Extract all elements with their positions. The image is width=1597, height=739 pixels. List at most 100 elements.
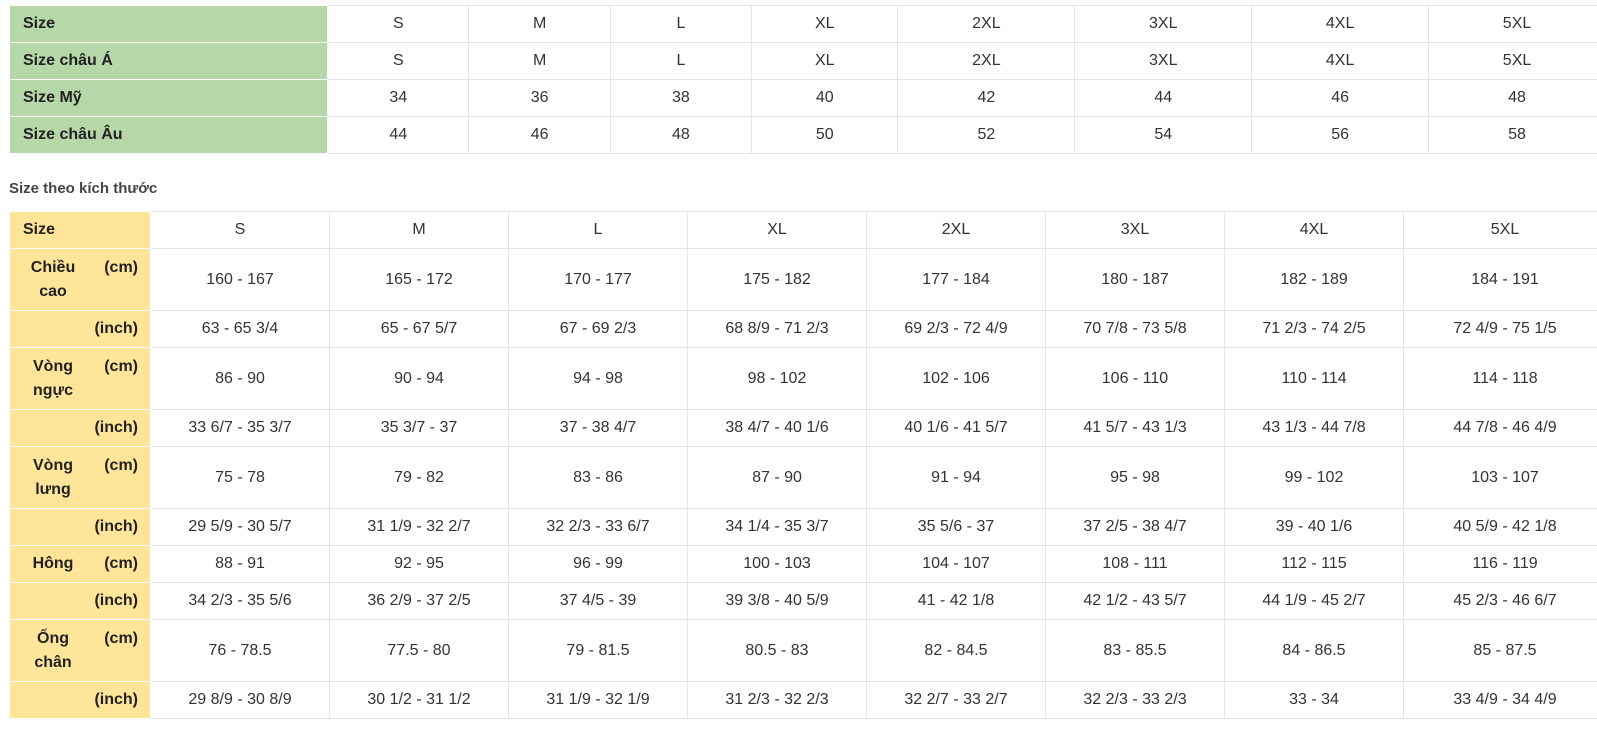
table-cell: S	[150, 211, 330, 249]
row-header: Hông (cm)	[9, 545, 151, 583]
table-cell: 37 4/5 - 39	[508, 582, 688, 620]
table-cell: 79 - 81.5	[508, 619, 688, 682]
row-header: Chiều cao (cm)	[9, 248, 151, 311]
table-cell: 44 7/8 - 46 4/9	[1403, 409, 1597, 447]
table-cell: 5XL	[1428, 42, 1597, 80]
table-cell: 38 4/7 - 40 1/6	[687, 409, 867, 447]
table-cell: 98 - 102	[687, 347, 867, 410]
table-cell: 4XL	[1251, 5, 1430, 43]
size-measurement-table: Size S M L XL 2XL 3XL 4XL 5XL Chiều cao (cm) 160 - …	[9, 211, 1597, 719]
table-cell: 40 1/6 - 41 5/7	[866, 409, 1046, 447]
table-cell: 39 3/8 - 40 5/9	[687, 582, 867, 620]
table-cell: 104 - 107	[866, 545, 1046, 583]
table-cell: S	[327, 5, 470, 43]
table-cell: 112 - 115	[1224, 545, 1404, 583]
row-header: Ống chân (cm)	[9, 619, 151, 682]
table-cell: 108 - 111	[1045, 545, 1225, 583]
table-cell: 48	[609, 116, 753, 154]
table-cell: 77.5 - 80	[329, 619, 509, 682]
table-cell: 95 - 98	[1045, 446, 1225, 509]
table-cell: 39 - 40 1/6	[1224, 508, 1404, 546]
table-cell: 41 5/7 - 43 1/3	[1045, 409, 1225, 447]
table-cell: 96 - 99	[508, 545, 688, 583]
table-cell: 34 1/4 - 35 3/7	[687, 508, 867, 546]
table-cell: 35 3/7 - 37	[329, 409, 509, 447]
table-cell: 46	[468, 116, 611, 154]
table-cell: 37 - 38 4/7	[508, 409, 688, 447]
table-cell: 33 - 34	[1224, 681, 1404, 719]
table-row: (inch) 29 8/9 - 30 8/9 30 1/2 - 31 1/2 31 1…	[9, 681, 1597, 719]
table-cell: 110 - 114	[1224, 347, 1404, 410]
table-cell: 30 1/2 - 31 1/2	[329, 681, 509, 719]
unit-label: (cm)	[104, 456, 138, 474]
unit-label: (inch)	[9, 508, 151, 546]
table-cell: 44	[327, 116, 470, 154]
table-cell: 4XL	[1224, 211, 1404, 249]
table-cell: 71 2/3 - 74 2/5	[1224, 310, 1404, 348]
table-cell: 54	[1074, 116, 1253, 154]
measurement-label: Ống chân	[34, 629, 72, 671]
table-cell: 40	[751, 79, 899, 117]
table-cell: 79 - 82	[329, 446, 509, 509]
table-cell: 33 6/7 - 35 3/7	[150, 409, 330, 447]
table-cell: L	[508, 211, 688, 249]
table-cell: M	[468, 5, 611, 43]
table-cell: L	[609, 5, 753, 43]
table-row: Chiều cao (cm) 160 - 167 165 - 172 170 - 177…	[9, 248, 1597, 311]
table-cell: 31 1/9 - 32 2/7	[329, 508, 509, 546]
table-cell: 70 7/8 - 73 5/8	[1045, 310, 1225, 348]
table-cell: 72 4/9 - 75 1/5	[1403, 310, 1597, 348]
table-cell: 180 - 187	[1045, 248, 1225, 311]
table-cell: 85 - 87.5	[1403, 619, 1597, 682]
table-cell: L	[609, 42, 753, 80]
table-cell: 83 - 85.5	[1045, 619, 1225, 682]
table-cell: 106 - 110	[1045, 347, 1225, 410]
table-row: Size châu Âu 44 46 48 50 52 54 56 58	[8, 116, 1597, 154]
table-cell: 52	[897, 116, 1076, 154]
table-cell: XL	[751, 42, 899, 80]
table-cell: 2XL	[897, 5, 1076, 43]
table-cell: 68 8/9 - 71 2/3	[687, 310, 867, 348]
table-cell: 102 - 106	[866, 347, 1046, 410]
table-row: (inch) 33 6/7 - 35 3/7 35 3/7 - 37 37 - 38 …	[9, 409, 1597, 447]
table-row: Vòng ngực (cm) 86 - 90 90 - 94 94 - 98 98 - 1…	[9, 347, 1597, 410]
table-cell: 58	[1428, 116, 1597, 154]
table-row: Hông (cm) 88 - 91 92 - 95 96 - 99 100 - 103 10…	[9, 545, 1597, 583]
row-header: Size châu Á	[8, 42, 329, 80]
table-cell: 67 - 69 2/3	[508, 310, 688, 348]
table-cell: 50	[751, 116, 899, 154]
table-cell: 3XL	[1074, 5, 1253, 43]
table-cell: 41 - 42 1/8	[866, 582, 1046, 620]
table-cell: 48	[1428, 79, 1597, 117]
table-cell: 160 - 167	[150, 248, 330, 311]
table-cell: 94 - 98	[508, 347, 688, 410]
table-cell: 36	[468, 79, 611, 117]
table-cell: 69 2/3 - 72 4/9	[866, 310, 1046, 348]
table-cell: 2XL	[897, 42, 1076, 80]
table-cell: 83 - 86	[508, 446, 688, 509]
table-cell: 84 - 86.5	[1224, 619, 1404, 682]
table-cell: 92 - 95	[329, 545, 509, 583]
table-cell: 33 4/9 - 34 4/9	[1403, 681, 1597, 719]
unit-label: (inch)	[9, 582, 151, 620]
unit-label: (inch)	[9, 681, 151, 719]
table-row: Size châu Á S M L XL 2XL 3XL 4XL 5XL	[8, 42, 1597, 80]
table-row: (inch) 29 5/9 - 30 5/7 31 1/9 - 32 2/7 32 2…	[9, 508, 1597, 546]
table-cell: 32 2/3 - 33 6/7	[508, 508, 688, 546]
measurement-label: Chiều cao	[30, 258, 76, 300]
table-cell: 2XL	[866, 211, 1046, 249]
table-cell: 32 2/7 - 33 2/7	[866, 681, 1046, 719]
table-cell: 80.5 - 83	[687, 619, 867, 682]
table-cell: 82 - 84.5	[866, 619, 1046, 682]
table-cell: 29 8/9 - 30 8/9	[150, 681, 330, 719]
table-cell: 3XL	[1045, 211, 1225, 249]
size-conversion-table: Size S M L XL 2XL 3XL 4XL 5XL Size châu Á S M L XL 2XL…	[8, 5, 1597, 154]
table-row: Ống chân (cm) 76 - 78.5 77.5 - 80 79 - 81.5 8…	[9, 619, 1597, 682]
table-cell: 114 - 118	[1403, 347, 1597, 410]
row-header: Size	[8, 5, 329, 43]
table-cell: 31 2/3 - 32 2/3	[687, 681, 867, 719]
table-cell: 45 2/3 - 46 6/7	[1403, 582, 1597, 620]
table-cell: 38	[609, 79, 753, 117]
unit-label: (inch)	[9, 409, 151, 447]
table-cell: 100 - 103	[687, 545, 867, 583]
